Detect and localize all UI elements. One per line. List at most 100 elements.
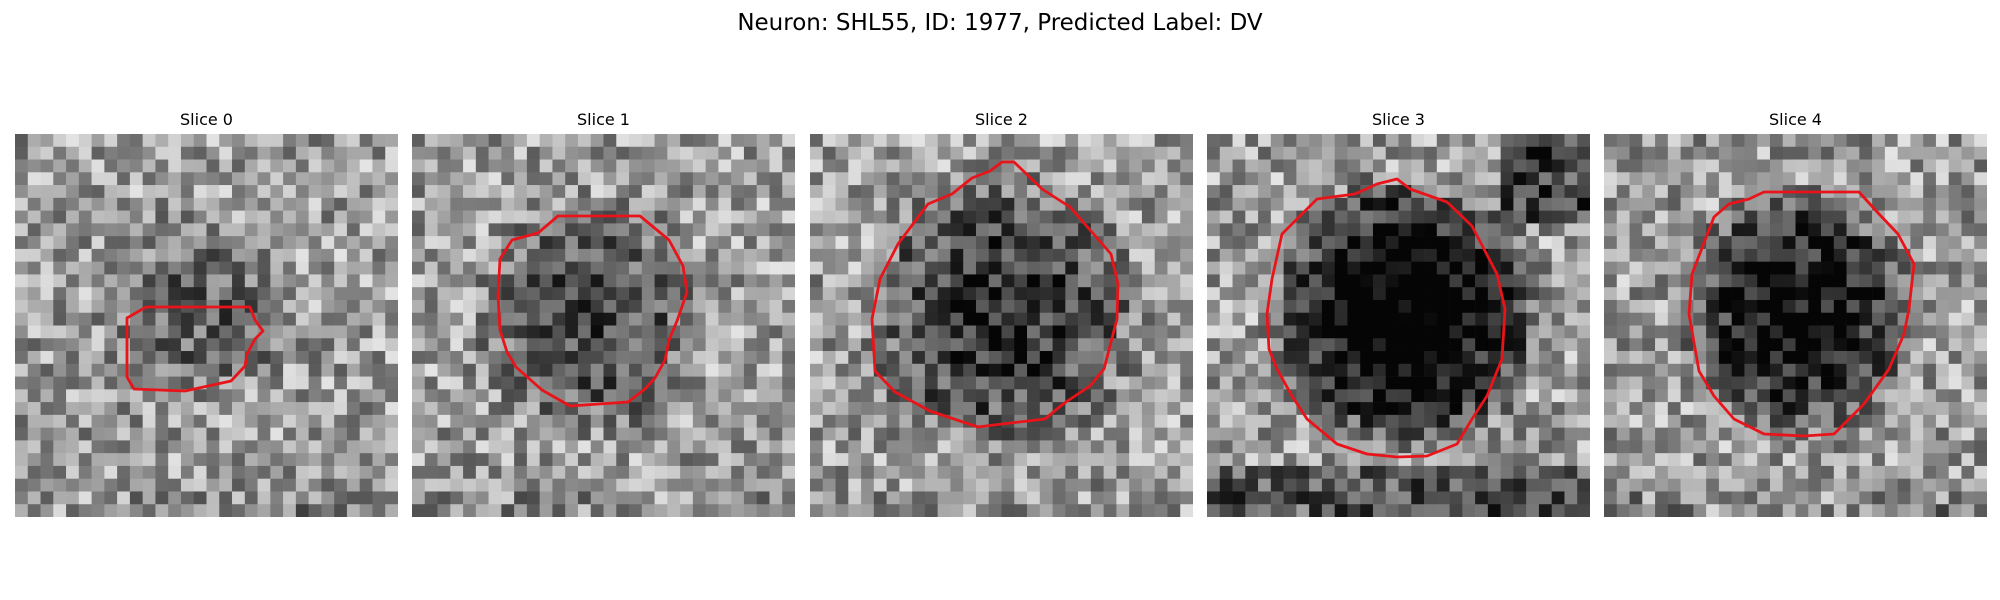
pixel <box>1872 185 1886 199</box>
pixel <box>1219 134 1233 148</box>
pixel <box>1935 338 1949 352</box>
pixel <box>756 248 770 262</box>
pixel <box>873 402 887 416</box>
pixel <box>924 236 938 250</box>
pixel <box>603 146 617 160</box>
pixel <box>680 197 694 211</box>
pixel <box>78 465 92 479</box>
pixel <box>1846 236 1860 250</box>
pixel <box>1027 504 1041 517</box>
pixel <box>1923 491 1937 505</box>
pixel <box>782 414 795 428</box>
pixel <box>1642 376 1656 390</box>
pixel <box>1360 504 1374 517</box>
pixel <box>565 299 579 314</box>
pixel <box>810 299 824 314</box>
pixel <box>539 504 553 517</box>
pixel <box>937 478 951 492</box>
pixel <box>1642 236 1656 250</box>
pixel <box>1577 325 1590 339</box>
pixel <box>1655 504 1669 517</box>
pixel <box>1321 414 1335 428</box>
pixel <box>603 299 617 314</box>
pixel <box>950 274 964 288</box>
pixel <box>1207 299 1221 314</box>
pixel <box>117 261 131 275</box>
pixel <box>1782 248 1796 262</box>
pixel <box>590 325 604 339</box>
pixel <box>117 376 131 390</box>
pixel <box>1360 261 1374 275</box>
pixel <box>1731 325 1745 339</box>
pixel <box>1167 504 1181 517</box>
pixel <box>283 172 297 186</box>
pixel <box>552 402 566 416</box>
pixel <box>616 427 630 441</box>
pixel <box>27 402 41 416</box>
pixel <box>848 287 862 301</box>
pixel <box>667 453 681 467</box>
pixel <box>899 414 913 428</box>
pixel <box>1706 414 1720 428</box>
pixel <box>15 414 29 428</box>
pixel <box>1141 440 1155 454</box>
pixel <box>705 453 719 467</box>
pixel <box>15 134 29 148</box>
pixel <box>117 236 131 250</box>
pixel <box>641 453 655 467</box>
pixel <box>501 185 515 199</box>
pixel <box>321 134 335 148</box>
pixel <box>1232 261 1246 275</box>
pixel <box>1577 299 1590 314</box>
pixel <box>667 478 681 492</box>
pixel <box>1321 465 1335 479</box>
pixel <box>1014 453 1028 467</box>
pixel <box>1577 210 1590 224</box>
pixel <box>1207 261 1221 275</box>
pixel <box>412 261 426 275</box>
pixel <box>270 453 284 467</box>
pixel <box>1398 427 1412 441</box>
pixel <box>244 299 258 314</box>
pixel <box>1207 351 1221 365</box>
pixel <box>1795 287 1809 301</box>
pixel <box>1027 338 1041 352</box>
pixel <box>232 197 246 211</box>
pixel <box>1538 287 1552 301</box>
pixel <box>1283 453 1297 467</box>
pixel <box>1065 159 1079 173</box>
pixel <box>848 312 862 326</box>
pixel <box>899 261 913 275</box>
pixel <box>1948 274 1962 288</box>
pixel <box>577 376 592 390</box>
pixel <box>1232 185 1246 199</box>
pixel <box>1475 172 1489 186</box>
pixel <box>975 325 990 339</box>
pixel <box>1551 453 1565 467</box>
pixel <box>1424 325 1438 339</box>
pixel <box>206 440 220 454</box>
pixel <box>1385 210 1399 224</box>
pixel <box>1296 248 1310 262</box>
pixel <box>424 440 438 454</box>
pixel <box>886 223 900 237</box>
pixel <box>1974 389 1987 403</box>
pixel <box>616 465 630 479</box>
pixel <box>1309 172 1323 186</box>
pixel <box>104 134 118 148</box>
pixel <box>1846 146 1860 160</box>
pixel <box>1680 389 1694 403</box>
pixel <box>1538 172 1552 186</box>
pixel <box>963 478 977 492</box>
pixel <box>1500 134 1514 148</box>
pixel <box>501 363 515 377</box>
pixel <box>1014 185 1028 199</box>
pixel <box>1180 223 1193 237</box>
pixel <box>1513 312 1527 326</box>
pixel <box>1769 134 1784 148</box>
pixel <box>718 453 732 467</box>
pixel <box>1103 210 1117 224</box>
pixel <box>232 376 246 390</box>
pixel <box>1731 274 1745 288</box>
pixel <box>590 453 604 467</box>
